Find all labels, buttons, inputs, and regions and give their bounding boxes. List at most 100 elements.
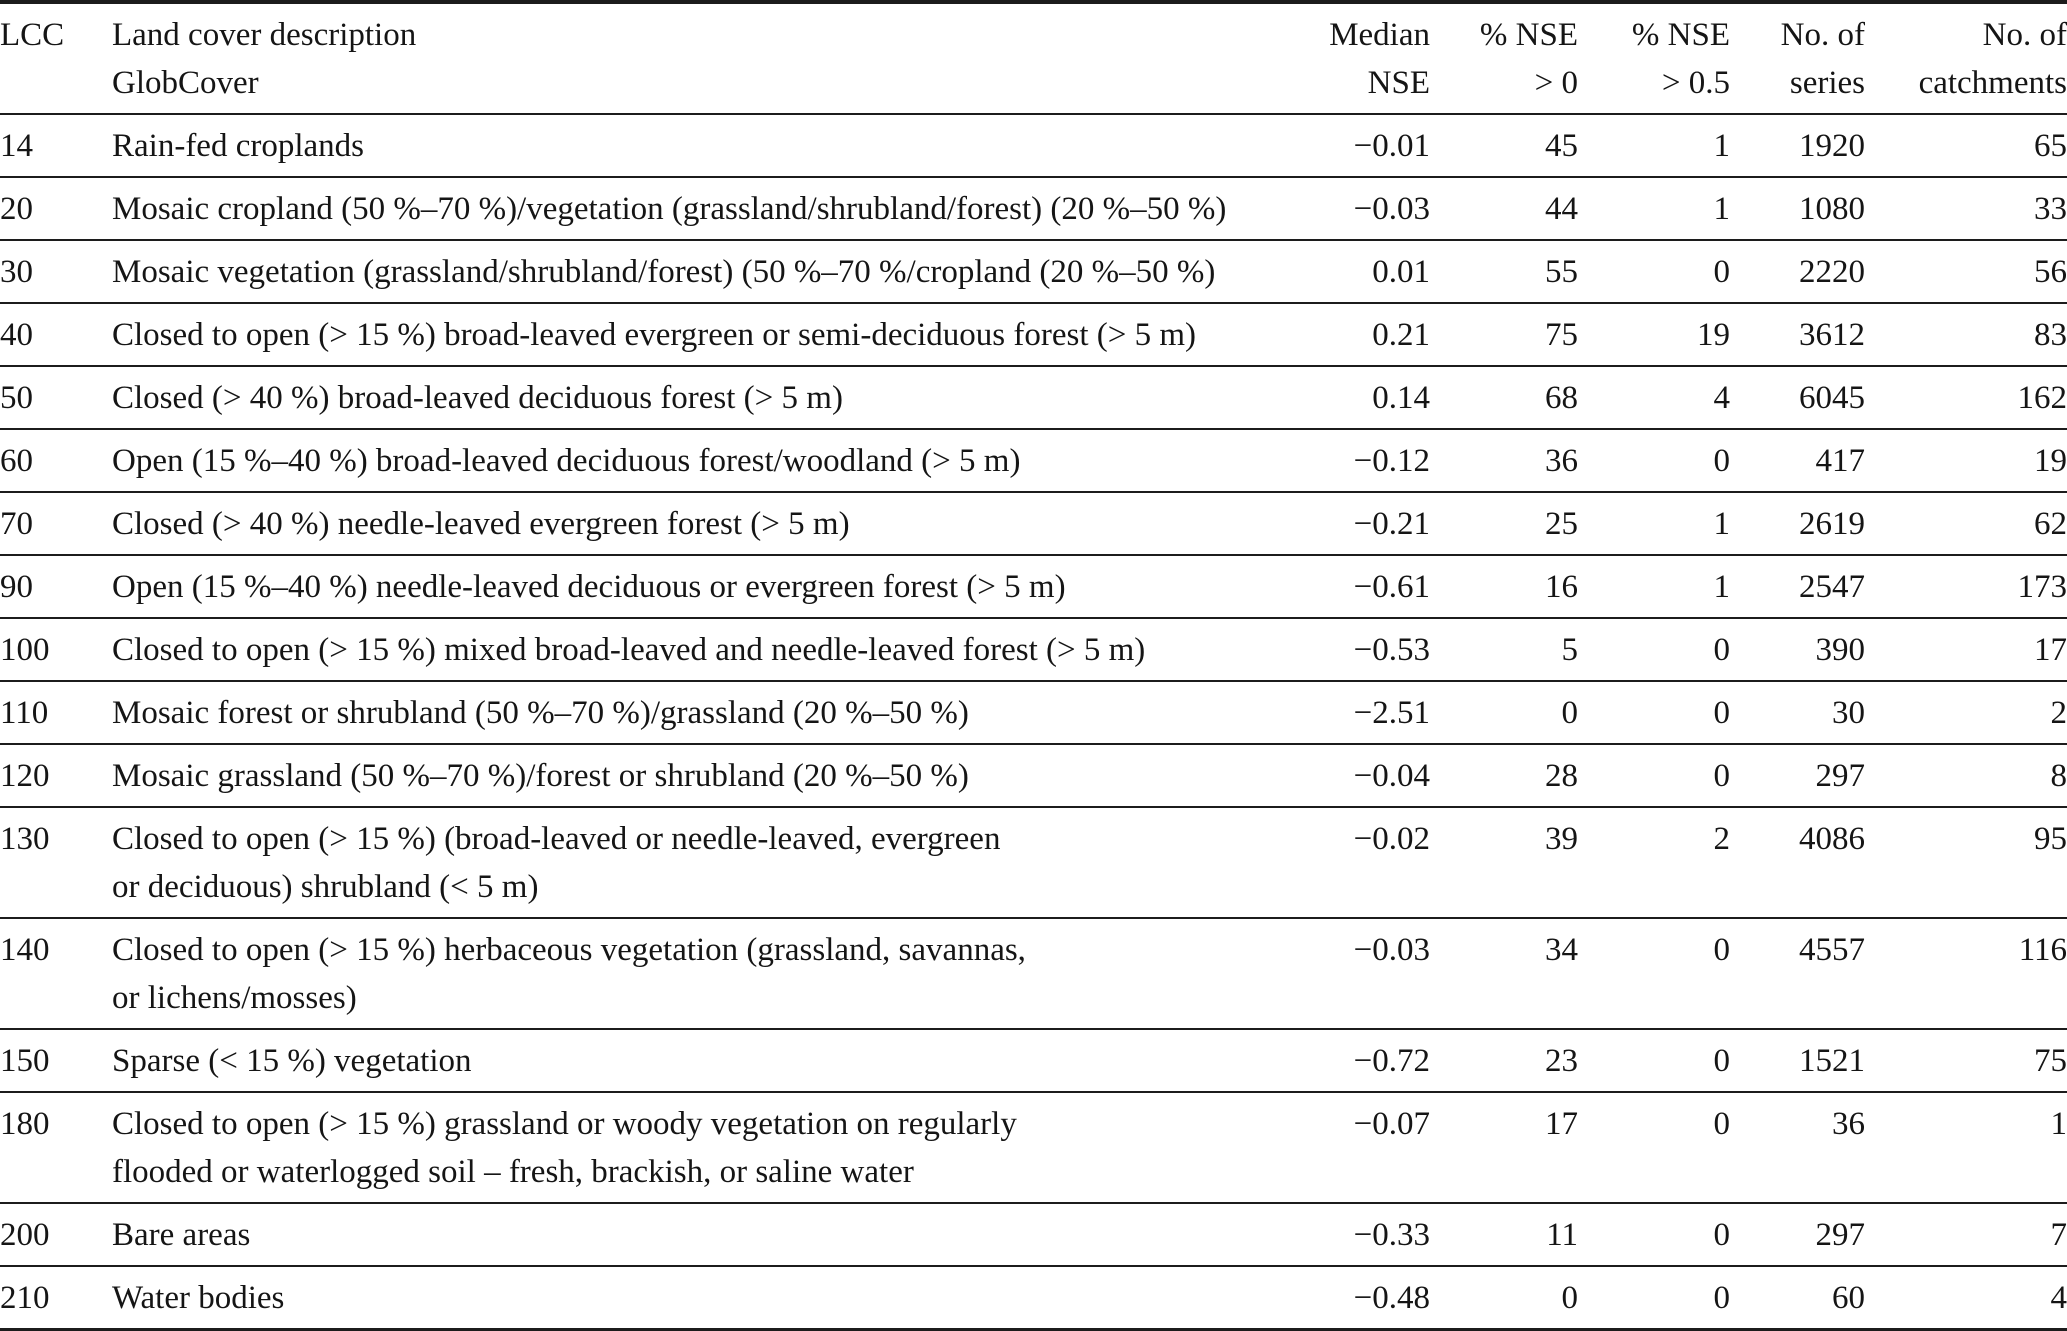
description-cell: Mosaic grassland (50 %–70 %)/forest or s…	[112, 743, 1240, 807]
description-line-2: or lichens/mosses)	[112, 980, 357, 1016]
description-line-1: Sparse (< 15 %) vegetation	[112, 1043, 472, 1079]
table-body: 14 Rain-fed croplands −0.01 45 1 1920 65…	[0, 114, 2067, 1330]
num-catchments-cell: 65	[2034, 128, 2067, 164]
column-header-label: % NSE	[1631, 17, 1730, 53]
description-cell: Closed (> 40 %) needle-leaved evergreen …	[112, 491, 1240, 555]
column-header-label: NSE	[1367, 65, 1430, 101]
table-row: 90 Open (15 %–40 %) needle-leaved decidu…	[0, 554, 2067, 618]
pct-nse-gt05-cell: 4	[1578, 365, 1730, 429]
lcc-cell: 120	[0, 743, 112, 807]
num-series-cell: 2619	[1730, 491, 1865, 555]
table-row: 30 Mosaic vegetation (grassland/shrublan…	[0, 239, 2067, 303]
median-nse-cell: 0.14	[1240, 365, 1430, 429]
num-catchments-cell: 33	[1865, 176, 2067, 240]
description-cell: Open (15 %–40 %) needle-leaved deciduous…	[112, 554, 1240, 618]
description-line-1: Closed to open (> 15 %) mixed broad-leav…	[112, 632, 1146, 668]
pct-nse-gt0-cell: 39	[1430, 806, 1578, 918]
num-series-cell: 1521	[1730, 1028, 1865, 1092]
table-row: 210 Water bodies −0.48 0 0 60 4	[0, 1265, 2067, 1330]
description-line-1: Mosaic grassland (50 %–70 %)/forest or s…	[112, 758, 969, 794]
num-catchments-cell: 56	[1865, 239, 2067, 303]
pct-nse-gt0-cell: 45	[1545, 128, 1578, 164]
table-row: 110 Mosaic forest or shrubland (50 %–70 …	[0, 680, 2067, 744]
table-header: LCC Land cover description GlobCover Med…	[0, 2, 2067, 115]
description-line-1: Closed to open (> 15 %) grassland or woo…	[112, 1106, 1017, 1142]
column-header-median-nse: Median NSE	[1240, 2, 1430, 115]
pct-nse-gt0-cell: 25	[1430, 491, 1578, 555]
lcc-cell: 110	[0, 680, 112, 744]
num-catchments-cell: 173	[1865, 554, 2067, 618]
median-nse-cell: −0.07	[1240, 1091, 1430, 1203]
pct-nse-gt05-cell: 0	[1578, 617, 1730, 681]
column-header-num-catchments: No. of catchments	[1865, 2, 2067, 115]
pct-nse-gt05-cell: 19	[1578, 302, 1730, 366]
num-catchments-cell: 162	[1865, 365, 2067, 429]
pct-nse-gt0-cell: 28	[1430, 743, 1578, 807]
description-cell: Closed (> 40 %) broad-leaved deciduous f…	[112, 365, 1240, 429]
pct-nse-gt0-cell: 34	[1430, 917, 1578, 1029]
description-cell: Rain-fed croplands	[112, 114, 1240, 177]
pct-nse-gt0-cell: 0	[1430, 1265, 1578, 1330]
num-series-cell: 30	[1730, 680, 1865, 744]
description-cell: Bare areas	[112, 1202, 1240, 1266]
median-nse-cell: −0.72	[1240, 1028, 1430, 1092]
description-line-1: Closed to open (> 15 %) herbaceous veget…	[112, 932, 1026, 968]
column-header-label: catchments	[1918, 65, 2067, 101]
num-series-cell: 297	[1730, 1202, 1865, 1266]
column-header-label: GlobCover	[112, 65, 259, 101]
median-nse-cell: −0.61	[1240, 554, 1430, 618]
pct-nse-gt05-cell: 0	[1578, 1202, 1730, 1266]
median-nse-cell: 0.21	[1240, 302, 1430, 366]
lcc-cell: 70	[0, 491, 112, 555]
num-series-cell: 2220	[1730, 239, 1865, 303]
table-row: 70 Closed (> 40 %) needle-leaved evergre…	[0, 491, 2067, 555]
pct-nse-gt0-cell: 16	[1430, 554, 1578, 618]
num-catchments-cell: 1	[1865, 1091, 2067, 1203]
lcc-cell: 100	[0, 617, 112, 681]
pct-nse-gt0-cell: 36	[1430, 428, 1578, 492]
table-row: 14 Rain-fed croplands −0.01 45 1 1920 65	[0, 114, 2067, 177]
pct-nse-gt05-cell: 0	[1578, 1091, 1730, 1203]
lcc-cell: 150	[0, 1028, 112, 1092]
column-header-label: No. of	[1982, 17, 2067, 53]
median-nse-cell: −0.48	[1240, 1265, 1430, 1330]
num-catchments-cell: 83	[1865, 302, 2067, 366]
column-header-num-series: No. of series	[1730, 2, 1865, 115]
description-line-1: Mosaic vegetation (grassland/shrubland/f…	[112, 254, 1216, 290]
header-row: LCC Land cover description GlobCover Med…	[0, 2, 2067, 115]
median-nse-cell: −0.03	[1240, 917, 1430, 1029]
description-cell: Sparse (< 15 %) vegetation	[112, 1028, 1240, 1092]
description-line-1: Open (15 %–40 %) broad-leaved deciduous …	[112, 443, 1021, 479]
num-catchments-cell: 75	[1865, 1028, 2067, 1092]
num-series-cell: 2547	[1730, 554, 1865, 618]
table-row: 180 Closed to open (> 15 %) grassland or…	[0, 1091, 2067, 1203]
description-cell: Closed to open (> 15 %) broad-leaved eve…	[112, 302, 1240, 366]
num-catchments-cell: 8	[1865, 743, 2067, 807]
num-series-cell: 4557	[1730, 917, 1865, 1029]
description-line-1: Rain-fed croplands	[112, 128, 364, 164]
table-row: 60 Open (15 %–40 %) broad-leaved deciduo…	[0, 428, 2067, 492]
description-line-2: or deciduous) shrubland (< 5 m)	[112, 869, 539, 905]
num-series-cell: 1920	[1799, 128, 1865, 164]
lcc-cell: 200	[0, 1202, 112, 1266]
pct-nse-gt0-cell: 5	[1430, 617, 1578, 681]
num-catchments-cell: 62	[1865, 491, 2067, 555]
num-catchments-cell: 19	[1865, 428, 2067, 492]
lcc-cell: 180	[0, 1091, 112, 1203]
table-row: 50 Closed (> 40 %) broad-leaved deciduou…	[0, 365, 2067, 429]
column-header-label: > 0	[1534, 65, 1578, 101]
median-nse-cell: −0.04	[1240, 743, 1430, 807]
column-header-label: Land cover description	[112, 17, 417, 53]
description-cell: Closed to open (> 15 %) mixed broad-leav…	[112, 617, 1240, 681]
pct-nse-gt0-cell: 11	[1430, 1202, 1578, 1266]
table-row: 130 Closed to open (> 15 %) (broad-leave…	[0, 806, 2067, 918]
table-row: 120 Mosaic grassland (50 %–70 %)/forest …	[0, 743, 2067, 807]
table-row: 40 Closed to open (> 15 %) broad-leaved …	[0, 302, 2067, 366]
median-nse-cell: −0.03	[1240, 176, 1430, 240]
pct-nse-gt05-cell: 1	[1713, 128, 1731, 164]
pct-nse-gt05-cell: 0	[1578, 680, 1730, 744]
num-series-cell: 4086	[1730, 806, 1865, 918]
description-line-1: Mosaic cropland (50 %–70 %)/vegetation (…	[112, 191, 1227, 227]
description-cell: Mosaic vegetation (grassland/shrubland/f…	[112, 239, 1240, 303]
